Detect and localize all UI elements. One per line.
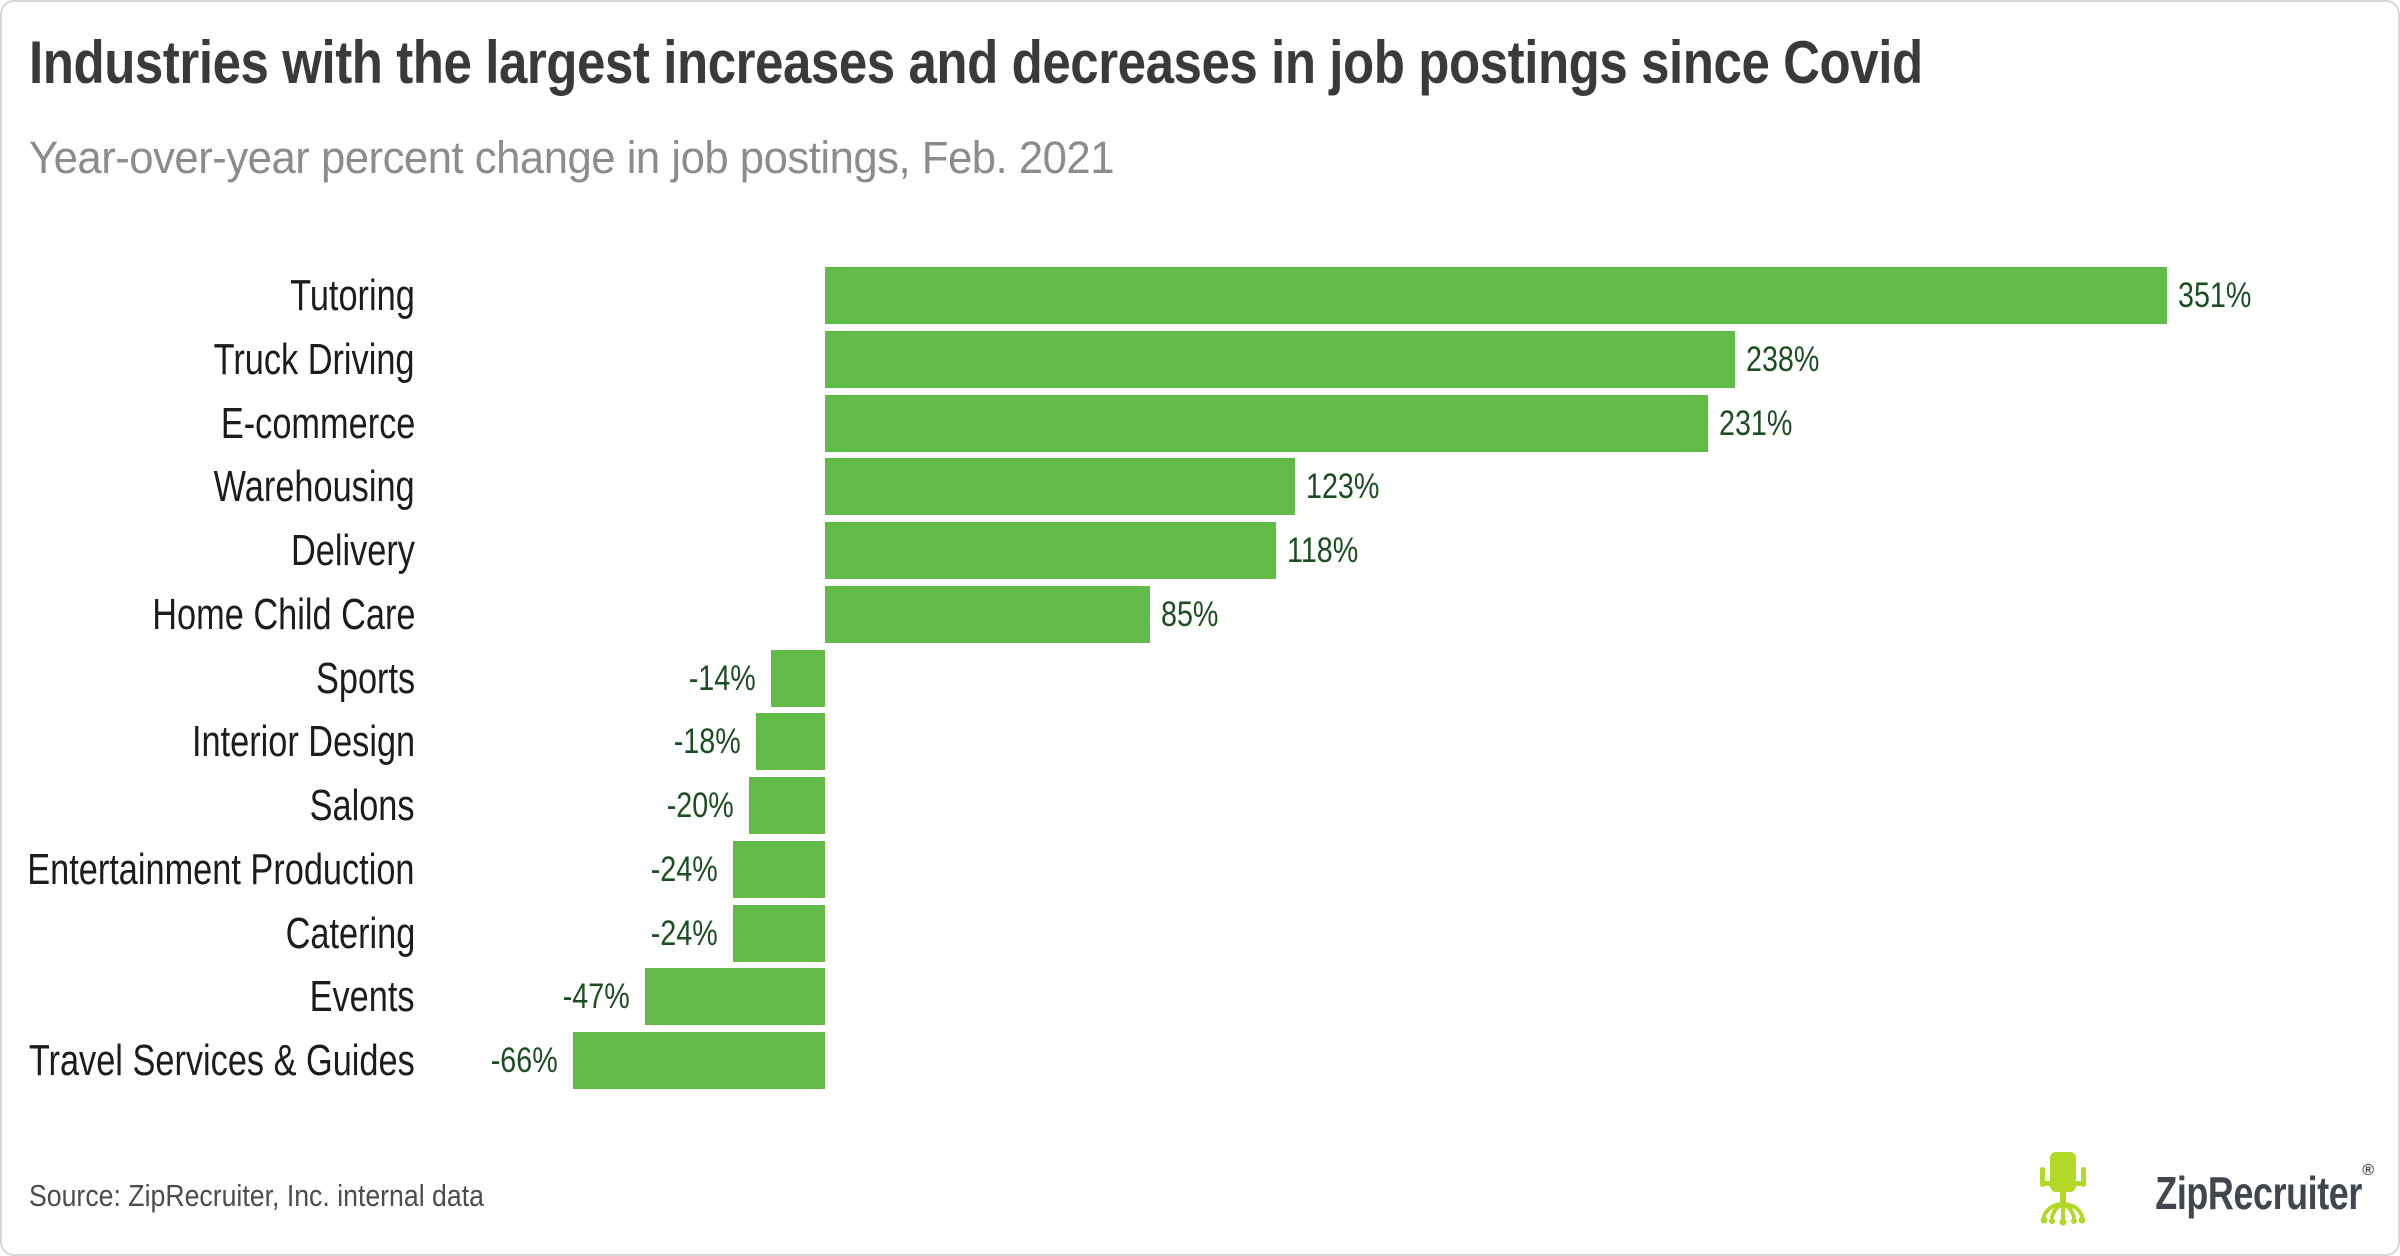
bar [645, 968, 825, 1025]
bar [733, 841, 825, 898]
source-note: Source: ZipRecruiter, Inc. internal data [29, 1178, 484, 1213]
office-chair-icon [2040, 1152, 2087, 1226]
bar [825, 522, 1276, 579]
bar-value-label: -66% [490, 1041, 558, 1080]
registered-mark-icon: ® [2362, 1162, 2374, 1179]
bar [756, 713, 825, 770]
bar [825, 267, 2167, 324]
bar-value-label: -20% [666, 786, 734, 825]
category-label: Salons [310, 781, 415, 830]
bar-value-label: -14% [688, 659, 756, 698]
bar-value-label: -24% [650, 850, 718, 889]
bar [825, 586, 1150, 643]
bar-value-label: 123% [1306, 467, 1380, 506]
bar-value-label: 351% [2178, 276, 2252, 315]
bar-value-label: 238% [1746, 340, 1820, 379]
category-label: Sports [315, 654, 415, 703]
category-label: Truck Driving [214, 335, 415, 384]
category-label: Entertainment Production [27, 845, 415, 894]
chart-title: Industries with the largest increases an… [29, 29, 1923, 96]
bar [825, 458, 1295, 515]
bar-value-label: 231% [1719, 404, 1793, 443]
bar [771, 650, 825, 707]
chart-subtitle: Year-over-year percent change in job pos… [29, 132, 1115, 183]
bar-value-label: 118% [1287, 531, 1359, 570]
category-label: Catering [285, 909, 415, 958]
bar [573, 1032, 825, 1089]
ziprecruiter-wordmark: ZipRecruiter [2155, 1167, 2363, 1219]
category-label: Delivery [291, 526, 415, 575]
bar [825, 395, 1708, 452]
category-label: Travel Services & Guides [29, 1036, 415, 1085]
category-label: E-commerce [220, 399, 415, 448]
category-label: Interior Design [191, 717, 415, 766]
category-label: Home Child Care [151, 590, 415, 639]
category-label: Warehousing [214, 462, 415, 511]
bar-value-label: -47% [562, 977, 630, 1016]
ziprecruiter-logo: ZipRecruiter ® [2039, 1152, 2374, 1234]
bar-value-label: 85% [1161, 595, 1219, 634]
category-label: Events [310, 972, 415, 1021]
bar [733, 905, 825, 962]
bar-value-label: -24% [650, 914, 718, 953]
category-label: Tutoring [290, 271, 415, 320]
bar-value-label: -18% [673, 722, 741, 761]
bar [749, 777, 825, 834]
bar [825, 331, 1735, 388]
